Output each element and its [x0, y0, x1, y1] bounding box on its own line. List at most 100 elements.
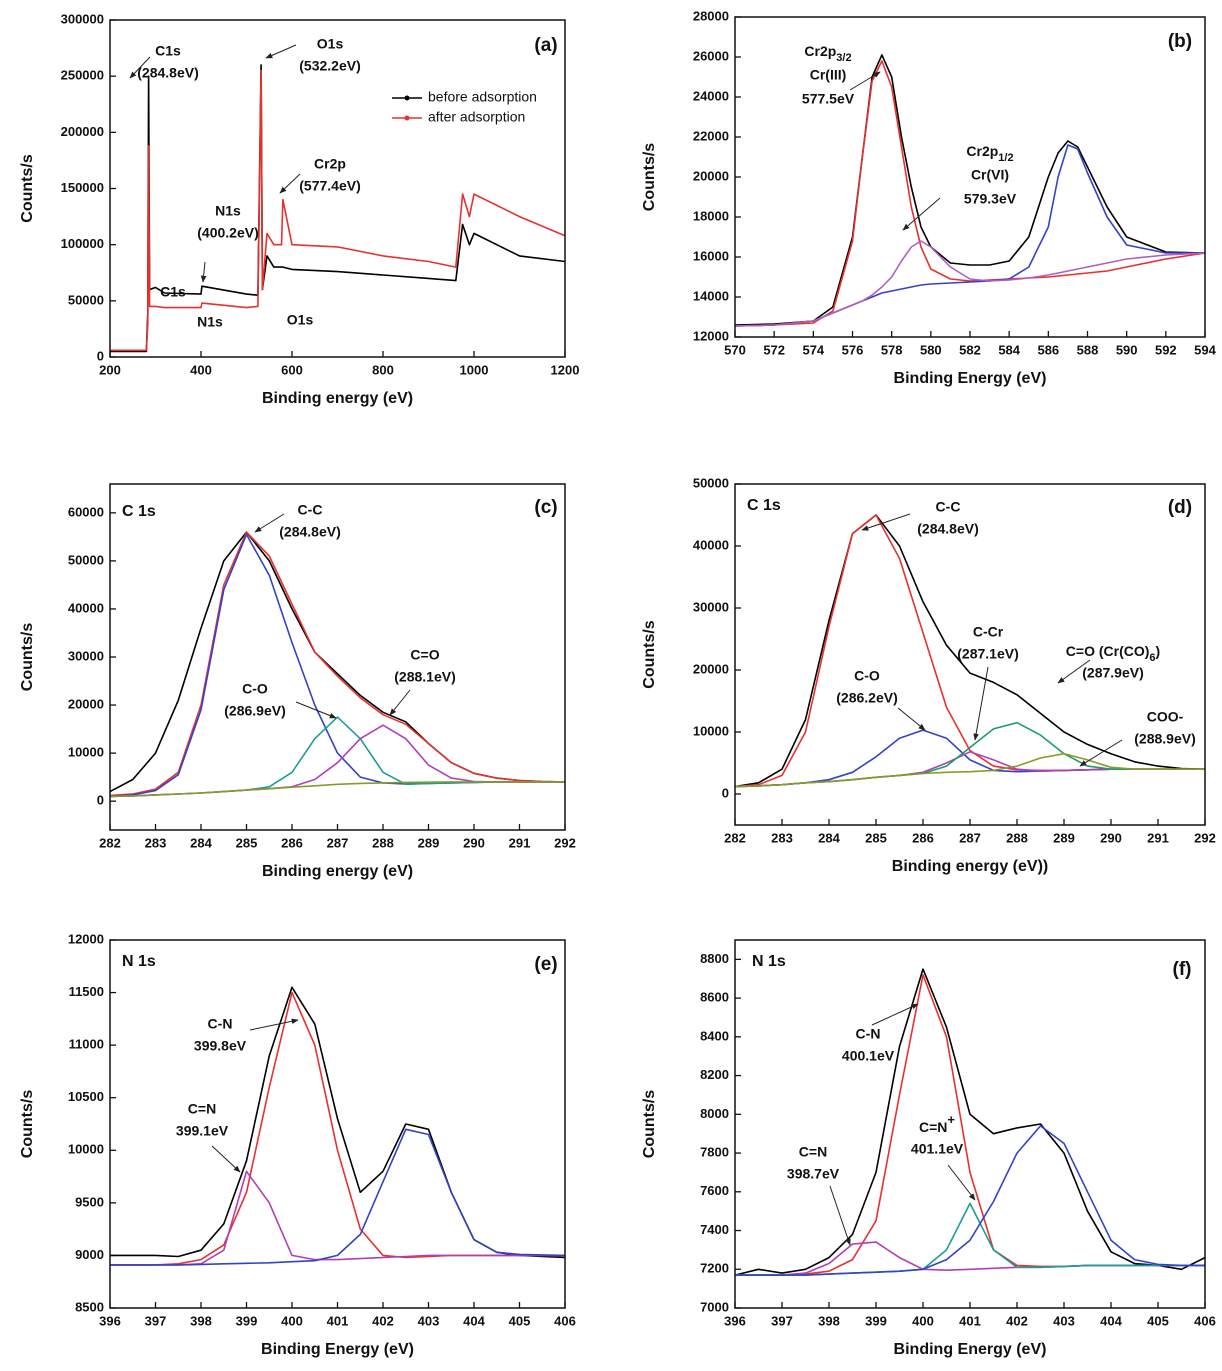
panel-label: (b) [1168, 31, 1192, 52]
y-tick-label: 9500 [75, 1194, 104, 1209]
y-tick-label: 20000 [68, 696, 104, 711]
x-tick-label: 290 [463, 835, 485, 850]
y-axis-label: Counts/s [19, 1090, 36, 1159]
series-line [735, 974, 1205, 1276]
plot-frame [734, 939, 1206, 1309]
annotation-arrow [200, 261, 207, 283]
y-tick-label: 8000 [700, 1106, 729, 1121]
x-tick-label: 401 [959, 1313, 981, 1328]
x-tick-label: 404 [463, 1313, 485, 1328]
panel: 12000 14000 16000 18000 20000 22000 24000 26000… [641, 8, 1216, 387]
annotation-part: C=O (Cr(CO) [1066, 643, 1150, 659]
annotation-arrow [249, 1018, 299, 1031]
x-tick-label: 284 [190, 835, 212, 850]
annotation: (286.2eV) [836, 690, 897, 706]
x-axis-label: Binding energy (eV) [262, 863, 413, 880]
x-tick-label: 582 [959, 342, 981, 357]
y-tick-label: 50000 [693, 475, 729, 490]
annotation: (288.9eV) [1134, 731, 1195, 747]
annotation-arrow [211, 1145, 241, 1173]
y-tick-label: 8600 [700, 990, 729, 1005]
annotation: C=O (Cr(CO)6) [1066, 643, 1160, 664]
y-tick-label: 26000 [693, 48, 729, 63]
y-tick-label: 40000 [68, 600, 104, 615]
panel-label: (e) [534, 954, 557, 975]
panel: 0 10000 20000 30000 40000 50000 282 283 284 285 28… [641, 475, 1216, 875]
annotation: N1s [197, 314, 223, 330]
x-axis-label: Binding energy (eV) [262, 390, 413, 407]
y-tick-label: 20000 [693, 661, 729, 676]
annotation: (288.1eV) [394, 669, 455, 685]
y-tick-label: 8800 [700, 951, 729, 966]
x-tick-label: 403 [1053, 1313, 1075, 1328]
y-tick-label: 7200 [700, 1261, 729, 1276]
annotation-arrow [902, 197, 941, 231]
annotation: C-C [936, 499, 961, 515]
x-tick-label: 800 [372, 362, 394, 377]
x-tick-label: 576 [842, 342, 864, 357]
annotation-arrow [129, 56, 151, 79]
annotation: 399.8eV [194, 1038, 247, 1054]
annotation: C=N+ [919, 1112, 955, 1135]
y-tick-label: 40000 [693, 537, 729, 552]
x-tick-label: 400 [281, 1313, 303, 1328]
x-tick-label: 282 [724, 830, 746, 845]
x-tick-label: 590 [1116, 342, 1138, 357]
annotation-arrow [829, 1185, 851, 1246]
y-tick-label: 16000 [693, 248, 729, 263]
annotation: O1s [287, 312, 314, 328]
annotation-arrow [973, 666, 989, 741]
series-line [734, 968, 1206, 1276]
plot-frame [734, 16, 1206, 338]
legend-label: before adsorption [428, 89, 537, 105]
annotation-part: C=N [919, 1119, 947, 1135]
x-tick-label: 287 [327, 835, 349, 850]
y-axis-label: Counts/s [641, 143, 658, 212]
series-line [734, 752, 1205, 788]
x-tick-label: 282 [99, 835, 121, 850]
y-tick-label: 14000 [693, 288, 729, 303]
y-tick-label: 10000 [693, 723, 729, 738]
annotation: (287.1eV) [957, 646, 1018, 662]
x-tick-label: 288 [1006, 830, 1028, 845]
plot-frame [109, 483, 566, 831]
annotation: C-N [208, 1016, 233, 1032]
annotation-arrow [861, 513, 911, 531]
y-tick-label: 8400 [700, 1028, 729, 1043]
x-tick-label: 284 [818, 830, 840, 845]
series-line [109, 533, 565, 798]
annotation: 577.5eV [802, 91, 855, 107]
series-line [110, 1170, 565, 1266]
annotation: (284.8eV) [279, 524, 340, 540]
annotation-arrow [279, 173, 301, 194]
x-tick-label: 398 [190, 1313, 212, 1328]
annotation: 399.1eV [176, 1123, 229, 1139]
y-tick-label: 10000 [68, 745, 104, 760]
annotation: C-O [854, 668, 880, 684]
panel-title: N 1s [752, 953, 786, 970]
x-tick-label: 570 [724, 342, 746, 357]
x-axis-label: Binding energy (eV)) [892, 858, 1048, 875]
annotation: Cr(III) [810, 67, 847, 83]
annotation-superscript: + [947, 1112, 955, 1127]
annotation: Cr(VI) [971, 167, 1009, 183]
x-tick-label: 397 [771, 1313, 793, 1328]
y-tick-label: 7600 [700, 1183, 729, 1198]
x-tick-label: 1200 [551, 362, 580, 377]
panel-label: (a) [534, 35, 557, 56]
y-axis-label: Counts/s [641, 620, 658, 689]
x-tick-label: 399 [865, 1313, 887, 1328]
annotation: C1s [160, 284, 186, 300]
x-tick-label: 406 [1194, 1313, 1216, 1328]
y-tick-label: 8500 [75, 1299, 104, 1314]
y-tick-label: 200000 [61, 124, 104, 139]
annotation-arrow [947, 1164, 976, 1201]
x-tick-label: 405 [509, 1313, 531, 1328]
annotation: (532.2eV) [299, 58, 360, 74]
annotation: COO- [1147, 709, 1184, 725]
panel-title: N 1s [122, 953, 156, 970]
annotation-arrow [265, 44, 297, 59]
y-tick-label: 250000 [61, 68, 104, 83]
x-tick-label: 580 [920, 342, 942, 357]
